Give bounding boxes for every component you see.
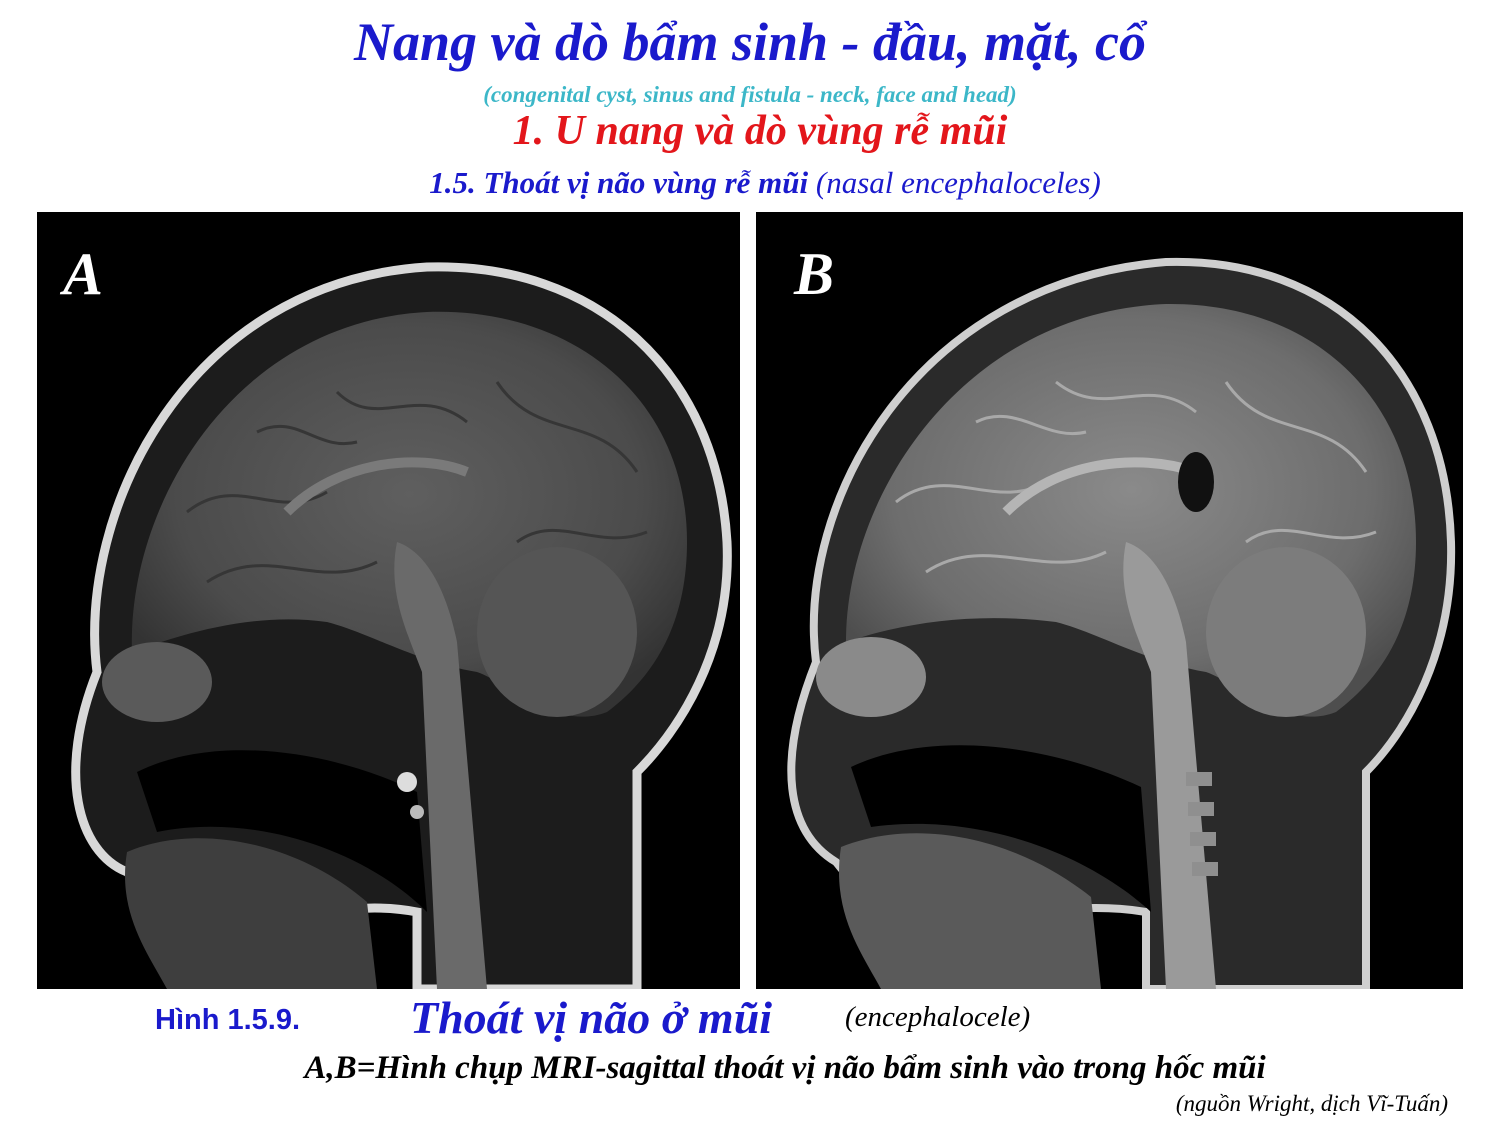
mri-panel-b: B xyxy=(756,212,1463,989)
slide-title: Nang và dò bẩm sinh - đầu, mặt, cổ xyxy=(353,12,1147,72)
subsection-title-vi: 1.5. Thoát vị não vùng rễ mũi xyxy=(429,165,809,200)
mri-image-a xyxy=(71,262,732,989)
panel-label-b: B xyxy=(794,241,835,307)
subsection-title-en: (nasal encephaloceles) xyxy=(815,165,1101,200)
figure-number: Hình 1.5.9. xyxy=(155,1004,301,1036)
slide-subtitle-english: (congenital cyst, sinus and fistula - ne… xyxy=(483,82,1017,107)
figure-title-english: (encephalocele) xyxy=(845,1001,1031,1033)
figure-caption: A,B=Hình chụp MRI-sagittal thoát vị não … xyxy=(304,1050,1266,1086)
section-heading: 1. U nang và dò vùng rễ mũi xyxy=(512,108,1008,154)
panel-label-a: A xyxy=(63,241,104,307)
subsection-heading: 1.5. Thoát vị não vùng rễ mũi (nasal enc… xyxy=(0,163,1500,203)
figure-title: Thoát vị não ở mũi xyxy=(410,992,773,1043)
mri-image-b xyxy=(787,257,1456,989)
mri-panel-a: A xyxy=(37,212,740,989)
figure-source: (nguồn Wright, dịch Vĩ-Tuấn) xyxy=(1175,1091,1448,1116)
